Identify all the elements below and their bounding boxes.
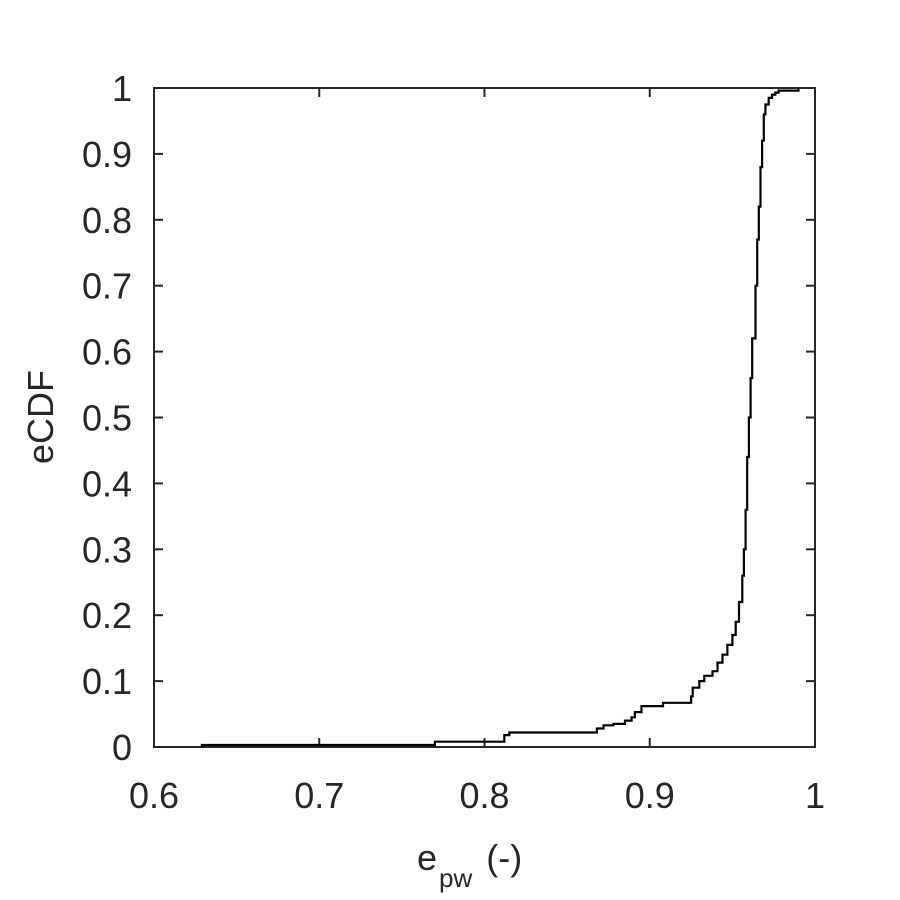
- y-tick-label: 0: [112, 727, 132, 768]
- series-layer: [200, 88, 800, 747]
- y-axis-label: eCDF: [20, 370, 61, 464]
- y-tick-label: 0.4: [82, 463, 132, 504]
- x-tick-label: 0.6: [129, 775, 179, 816]
- y-tick-label: 0.6: [82, 332, 132, 373]
- x-tick-label: 1: [805, 775, 825, 816]
- x-tick-label: 0.7: [294, 775, 344, 816]
- y-tick-label: 0.2: [82, 595, 132, 636]
- x-axis-label-main: e: [417, 837, 437, 878]
- y-axis-ticks: 0 0.1 0.2 0.3 0.4 0.5 0.6 0.7 0.8 0.9 1: [82, 68, 815, 768]
- y-tick-label: 0.1: [82, 661, 132, 702]
- ecdf-step-line: [200, 88, 800, 747]
- y-tick-label: 0.3: [82, 529, 132, 570]
- x-tick-label: 0.8: [459, 775, 509, 816]
- x-axis-label-subscript: pw: [439, 863, 472, 893]
- y-tick-label: 0.5: [82, 398, 132, 439]
- x-tick-label: 0.9: [625, 775, 675, 816]
- y-tick-label: 1: [112, 68, 132, 109]
- x-axis-label-suffix: (-): [486, 837, 522, 878]
- y-tick-label: 0.8: [82, 200, 132, 241]
- y-tick-label: 0.9: [82, 134, 132, 175]
- x-axis-label: epw (-): [417, 837, 522, 893]
- x-axis-ticks: 0.6 0.7 0.8 0.9 1: [129, 88, 825, 816]
- y-tick-label: 0.7: [82, 266, 132, 307]
